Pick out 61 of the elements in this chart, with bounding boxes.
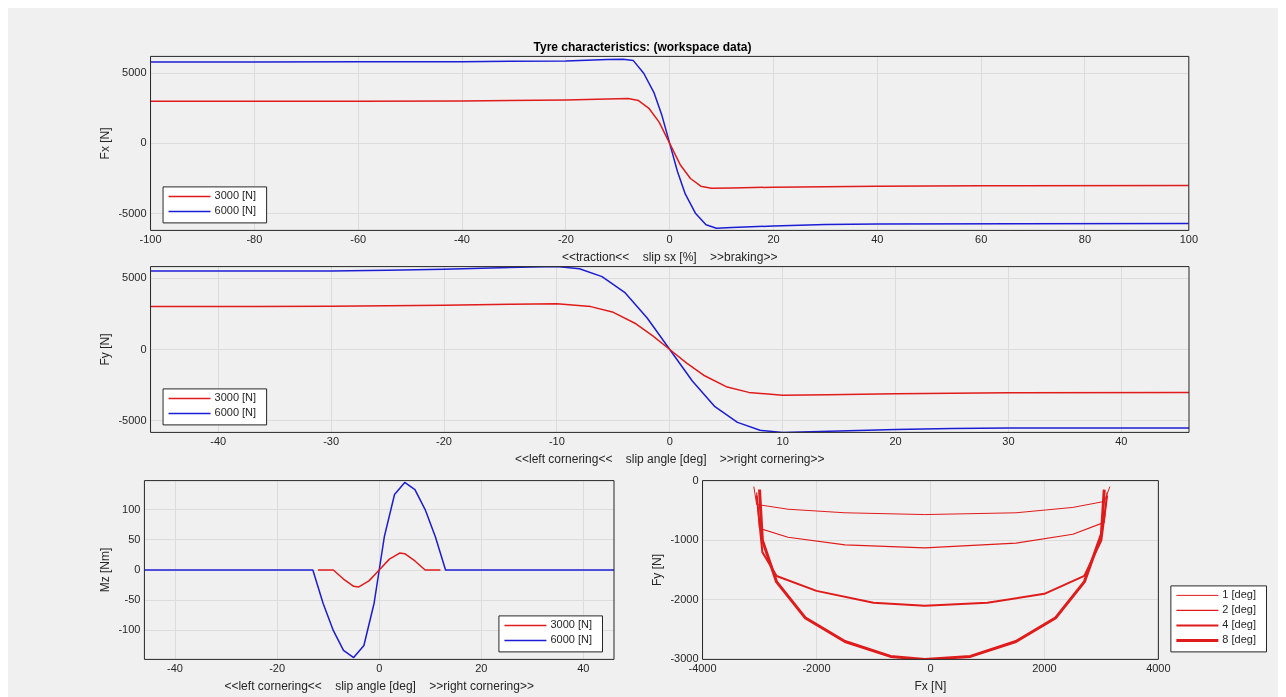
x-tick-label: 20 [475, 662, 488, 675]
x-tick-label: 20 [889, 435, 902, 448]
legend-label: 6000 [N] [214, 406, 257, 419]
y-tick-label: -5000 [118, 206, 147, 219]
x-tick-label: -20 [557, 233, 574, 246]
legend-label: 3000 [N] [214, 189, 257, 202]
x-tick-label: -40 [167, 662, 183, 675]
x-tick-label: 40 [871, 233, 884, 246]
y-tick-label: 50 [128, 532, 141, 545]
x-tick-label: 0 [376, 662, 383, 675]
y-tick-label: 5000 [122, 271, 147, 284]
y-axis-title: Fx [N] [97, 127, 112, 160]
legend-label: 8 [deg] [1222, 633, 1256, 646]
y-tick-label: 0 [140, 342, 147, 355]
x-tick-label: 20 [767, 233, 780, 246]
x-tick-label: -20 [269, 662, 286, 675]
y-axis-title: Fy [N] [97, 333, 112, 366]
x-tick-label: 30 [1002, 435, 1015, 448]
y-tick-label: -5000 [118, 414, 147, 426]
legend-label: 3000 [N] [214, 391, 257, 404]
x-tick-label: -60 [350, 233, 367, 246]
x-tick-label: -4000 [688, 662, 717, 675]
x-tick-label: 100 [1179, 233, 1198, 246]
x-tick-label: -40 [210, 435, 227, 448]
chart-title: Tyre characteristics: (workspace data) [533, 39, 752, 54]
x-tick-label: -20 [436, 435, 452, 448]
x-tick-label: -10 [548, 435, 565, 448]
x-axis-title: <<traction<< slip sx [%] >>braking>> [561, 250, 778, 265]
y-axis-title: Mz [Nm] [97, 547, 112, 593]
legend-label: 6000 [N] [214, 204, 257, 217]
y-tick-label: 0 [140, 136, 147, 149]
x-tick-label: -40 [454, 233, 470, 246]
x-tick-label: 40 [1115, 435, 1128, 448]
y-tick-label: -100 [118, 623, 141, 636]
x-tick-label: -80 [246, 233, 263, 246]
y-tick-label: -50 [124, 593, 141, 606]
x-tick-label: 4000 [1146, 662, 1171, 675]
y-axis-title: Fy [N] [649, 554, 664, 586]
x-tick-label: 80 [1078, 233, 1092, 246]
legend-label: 6000 [N] [550, 633, 593, 646]
x-tick-label: -2000 [802, 662, 831, 675]
legend-label: 1 [deg] [1222, 588, 1256, 601]
y-tick-label: -2000 [670, 592, 699, 605]
y-tick-label: 0 [692, 473, 699, 486]
y-tick-label: 5000 [122, 66, 147, 79]
y-tick-label: -3000 [670, 652, 699, 665]
legend-label: 4 [deg] [1222, 618, 1256, 631]
x-axis-title: Fx [N] [914, 679, 947, 694]
x-tick-label: 0 [927, 662, 934, 675]
y-tick-label: 100 [122, 502, 141, 515]
x-tick-label: 10 [776, 435, 789, 448]
x-axis-title: <<left cornering<< slip angle [deg] >>right cornering>> [514, 452, 825, 467]
y-tick-label: 0 [134, 563, 141, 576]
legend-label: 3000 [N] [550, 618, 593, 631]
x-tick-label: 40 [577, 662, 590, 675]
x-axis-title: <<left cornering<< slip angle [deg] >>right cornering>> [224, 679, 534, 694]
legend-label: 2 [deg] [1222, 603, 1256, 616]
y-tick-label: -1000 [670, 533, 699, 546]
x-tick-label: 60 [975, 233, 988, 246]
x-tick-label: 2000 [1032, 662, 1057, 675]
x-tick-label: -30 [323, 435, 340, 448]
